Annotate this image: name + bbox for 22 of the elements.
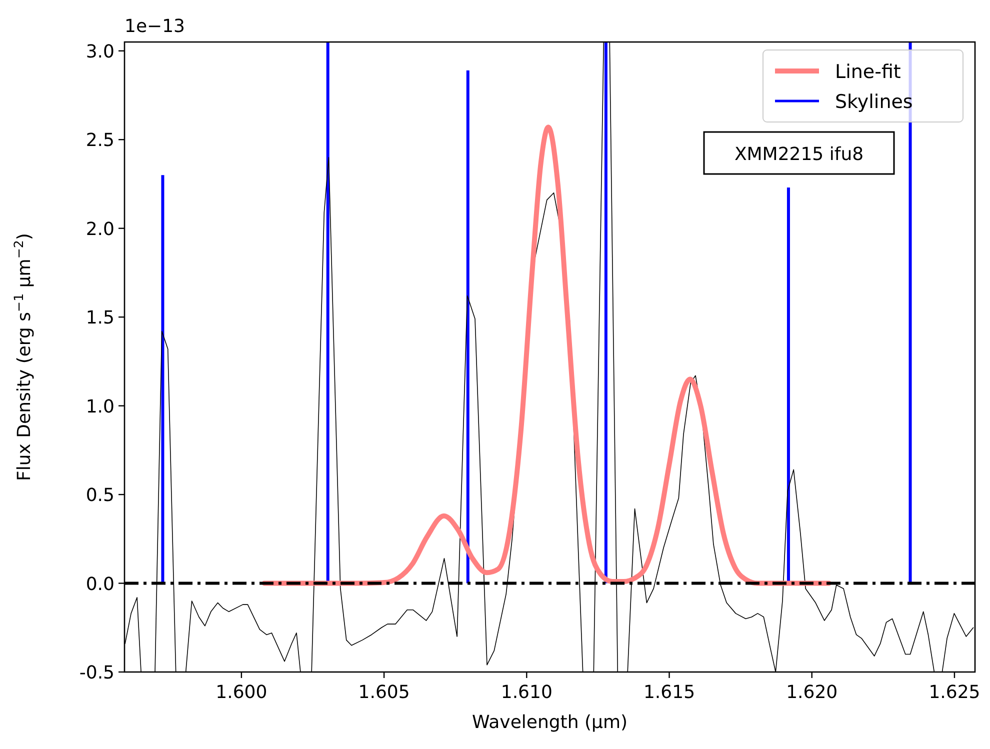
- y-tick-label: 1.0: [86, 396, 114, 418]
- y-tick-label: -0.5: [79, 662, 114, 684]
- y-tick-label: 3.0: [86, 41, 114, 62]
- x-tick-label: 1.610: [500, 682, 552, 703]
- annotation: XMM2215 ifu8: [734, 144, 864, 165]
- bar: [161, 175, 164, 584]
- y-tick-label: 2.5: [86, 130, 114, 152]
- x-tick-label: 1.625: [928, 682, 980, 703]
- text: 1e−13: [124, 16, 186, 37]
- x-tick-label: 1.600: [216, 682, 268, 703]
- y-tick-label: 0.5: [86, 485, 114, 506]
- bar: [466, 70, 470, 584]
- bar: [604, 42, 608, 584]
- y-tick-label: 0.0: [86, 574, 114, 595]
- x-axis-title: Wavelength (μm): [472, 712, 628, 733]
- legend-label: Skylines: [835, 91, 913, 113]
- x-tick-label: 1.605: [358, 682, 410, 703]
- y-tick-label: 1.5: [86, 308, 114, 329]
- x-tick-label: 1.620: [786, 682, 838, 703]
- x-tick-label: 1.615: [643, 682, 696, 703]
- legend-label: Line-fit: [835, 61, 901, 83]
- y-tick-label: 2.0: [86, 218, 114, 240]
